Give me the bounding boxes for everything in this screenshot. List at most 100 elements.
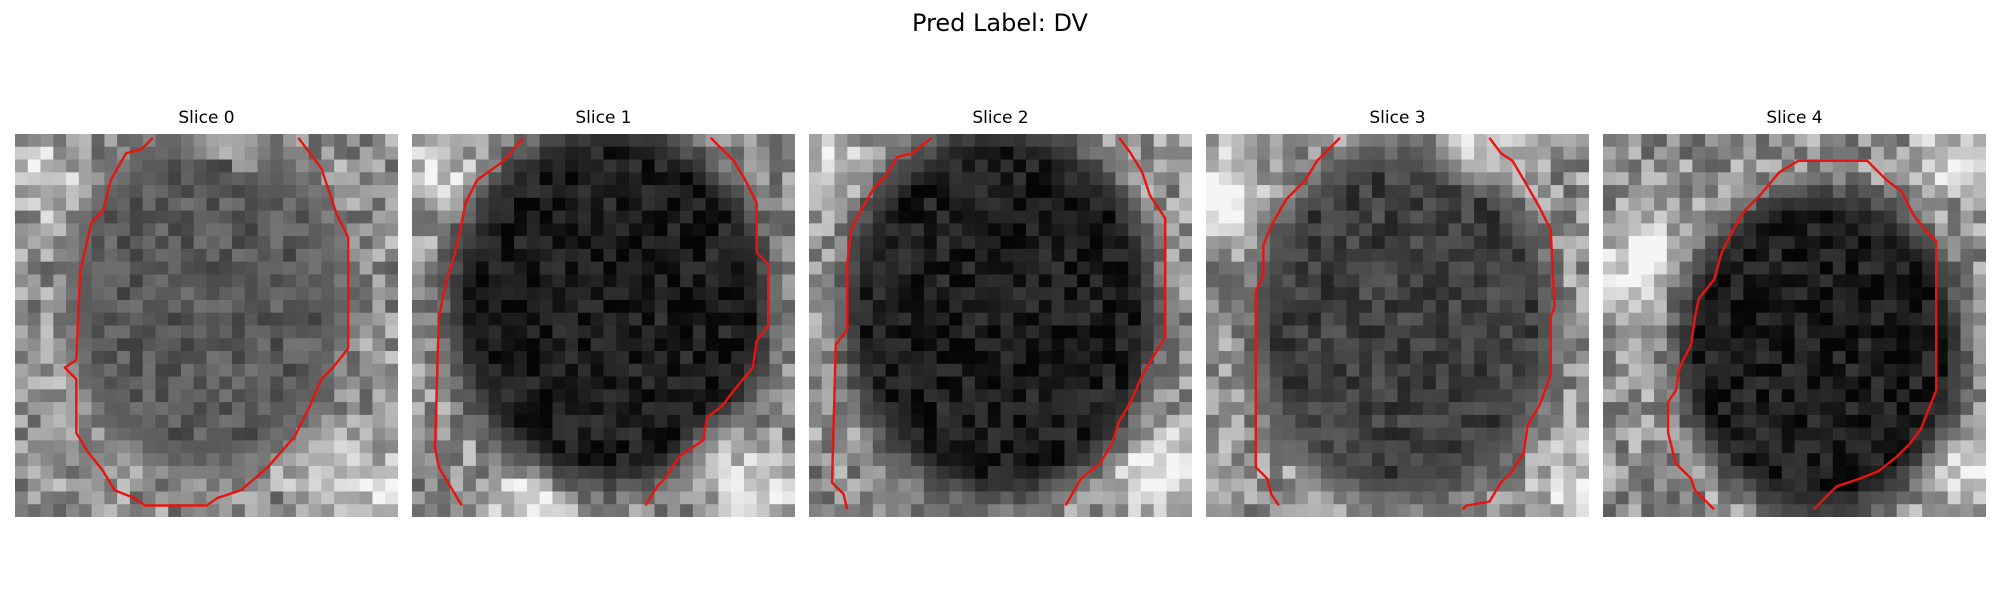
pixel <box>1257 453 1271 467</box>
pixel <box>91 363 105 378</box>
pixel <box>809 338 823 352</box>
pixel <box>1603 172 1617 186</box>
pixel <box>91 312 105 327</box>
pixel <box>1973 414 1986 429</box>
pixel <box>1871 146 1885 161</box>
pixel <box>1871 338 1885 352</box>
pixel <box>1410 312 1424 327</box>
pixel <box>680 287 694 301</box>
pixel <box>1896 299 1910 314</box>
pixel <box>334 248 348 263</box>
pixel <box>1756 338 1770 352</box>
pixel <box>1333 312 1348 327</box>
pixel <box>860 223 874 237</box>
pixel <box>91 274 105 288</box>
pixel <box>1717 363 1732 378</box>
pixel <box>283 363 297 378</box>
pixel <box>539 312 554 327</box>
pixel <box>1206 134 1220 148</box>
pixel <box>872 427 887 441</box>
pixel <box>1858 414 1872 429</box>
pixel <box>1730 274 1745 288</box>
pixel <box>1615 363 1630 378</box>
pixel <box>782 248 795 263</box>
pixel <box>1153 427 1168 441</box>
pixel <box>1206 440 1220 454</box>
pixel <box>756 491 771 505</box>
pixel <box>1102 248 1116 263</box>
pixel <box>1845 465 1859 480</box>
pixel <box>193 351 208 365</box>
pixel <box>1896 210 1910 224</box>
pixel <box>769 351 783 365</box>
pixel <box>1947 274 1962 288</box>
pixel <box>705 465 719 480</box>
pixel <box>1717 376 1732 390</box>
pixel <box>1153 134 1168 148</box>
pixel <box>1000 274 1014 288</box>
pixel <box>1563 236 1577 250</box>
pixel <box>1781 185 1796 199</box>
pixel <box>1922 146 1936 161</box>
pixel <box>821 146 836 161</box>
pixel <box>1359 414 1373 429</box>
pixel <box>117 274 131 288</box>
pixel <box>1537 325 1552 339</box>
pixel <box>1537 465 1552 480</box>
pixel <box>334 261 348 276</box>
pixel <box>1563 172 1577 186</box>
pixel <box>244 159 259 173</box>
pixel <box>731 274 745 288</box>
pixel <box>1537 402 1552 416</box>
pixel <box>923 453 938 467</box>
pixel <box>731 465 745 480</box>
pixel <box>1295 261 1309 276</box>
pixel <box>1384 146 1399 161</box>
pixel <box>552 248 566 263</box>
pixel <box>463 287 477 301</box>
pixel <box>1743 223 1757 237</box>
pixel <box>91 197 105 212</box>
pixel <box>629 414 643 429</box>
pixel <box>27 159 42 173</box>
pixel <box>424 376 439 390</box>
pixel <box>1038 248 1053 263</box>
pixel <box>1308 338 1322 352</box>
pixel <box>872 287 887 301</box>
pixel <box>949 261 963 276</box>
pixel <box>1206 376 1220 390</box>
pixel <box>53 172 67 186</box>
pixel <box>78 389 93 403</box>
pixel <box>1013 440 1027 454</box>
pixel <box>769 248 783 263</box>
pixel <box>53 465 67 480</box>
pixel <box>1166 134 1180 148</box>
pixel <box>1308 325 1322 339</box>
pixel <box>616 185 630 199</box>
pixel <box>782 453 795 467</box>
pixel <box>1576 338 1589 352</box>
pixel <box>450 287 464 301</box>
slice-panel-2: Slice 2 <box>809 108 1192 517</box>
pixel <box>155 172 169 186</box>
pixel <box>372 338 386 352</box>
pixel <box>1435 389 1450 403</box>
pixel <box>1832 236 1847 250</box>
pixel <box>1359 287 1373 301</box>
pixel <box>1743 236 1757 250</box>
pixel <box>1717 172 1732 186</box>
pixel <box>40 287 54 301</box>
pixel <box>1550 172 1565 186</box>
pixel <box>1768 299 1783 314</box>
pixel <box>66 236 80 250</box>
pixel <box>1666 414 1681 429</box>
pixel <box>244 389 259 403</box>
pixel <box>1909 299 1923 314</box>
pixel <box>1206 210 1220 224</box>
pixel <box>1346 376 1360 390</box>
pixel <box>27 134 42 148</box>
pixel <box>949 325 963 339</box>
pixel <box>1499 172 1513 186</box>
pixel <box>885 338 899 352</box>
pixel <box>1371 325 1386 339</box>
